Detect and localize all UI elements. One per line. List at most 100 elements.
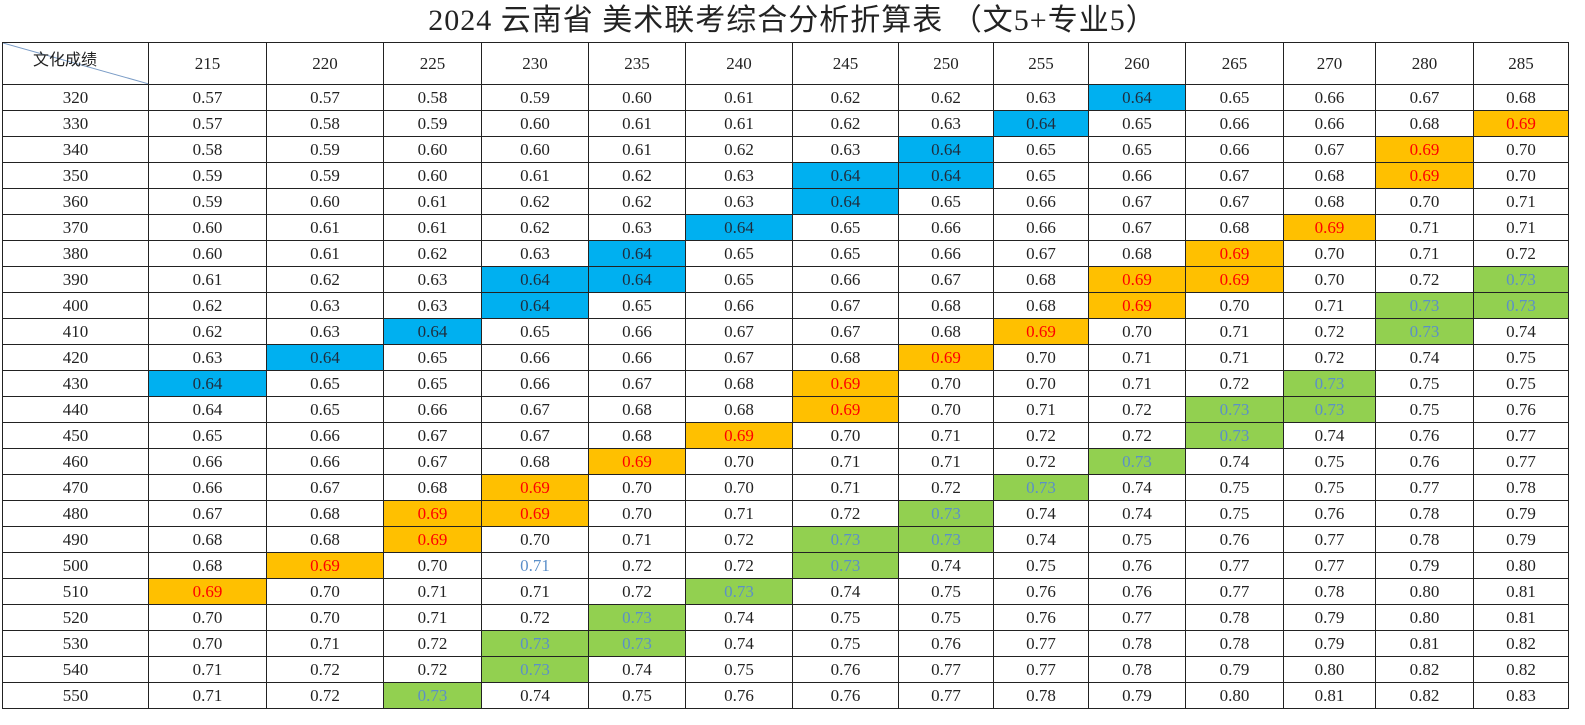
table-cell: 0.70 <box>148 604 267 631</box>
table-cell: 0.73 <box>993 474 1089 501</box>
table-cell: 0.79 <box>1283 630 1376 657</box>
column-header: 220 <box>266 42 384 85</box>
table-cell: 0.72 <box>685 526 793 553</box>
table-cell: 0.71 <box>685 500 793 527</box>
table-cell: 0.67 <box>383 422 482 449</box>
table-cell: 0.65 <box>685 266 793 293</box>
table-cell: 0.78 <box>1088 656 1186 683</box>
table-cell: 0.59 <box>481 84 589 111</box>
table-cell: 0.78 <box>1088 630 1186 657</box>
table-cell: 0.62 <box>148 318 267 345</box>
table-cell: 0.73 <box>1185 422 1284 449</box>
table-cell: 0.73 <box>1375 292 1474 319</box>
row-header: 440 <box>2 396 149 423</box>
table-cell: 0.73 <box>1473 266 1569 293</box>
corner-cell: 文化成绩 <box>2 42 149 85</box>
table-cell: 0.68 <box>1185 214 1284 241</box>
table-cell: 0.82 <box>1473 630 1569 657</box>
row-header: 350 <box>2 162 149 189</box>
table-cell: 0.66 <box>898 240 994 267</box>
table-cell: 0.68 <box>1473 84 1569 111</box>
table-cell: 0.76 <box>1375 422 1474 449</box>
table-cell: 0.75 <box>1473 344 1569 371</box>
table-cell: 0.67 <box>481 422 589 449</box>
table-cell: 0.66 <box>993 188 1089 215</box>
table-cell: 0.64 <box>481 266 589 293</box>
row-header: 470 <box>2 474 149 501</box>
table-cell: 0.76 <box>993 604 1089 631</box>
table-cell: 0.75 <box>1283 474 1376 501</box>
table-cell: 0.80 <box>1375 604 1474 631</box>
table-cell: 0.76 <box>1088 578 1186 605</box>
table-cell: 0.77 <box>1473 422 1569 449</box>
table-cell: 0.75 <box>792 630 899 657</box>
table-cell: 0.65 <box>383 344 482 371</box>
table-row: 370 0.60 0.61 0.61 0.62 0.63 0.64 0.65 0.66 0.66 0… <box>2 214 1569 241</box>
table-cell: 0.70 <box>588 500 686 527</box>
table-cell: 0.80 <box>1185 682 1284 709</box>
column-header: 215 <box>148 42 267 85</box>
column-header: 270 <box>1283 42 1376 85</box>
table-cell: 0.63 <box>481 240 589 267</box>
table-cell: 0.69 <box>1185 266 1284 293</box>
table-cell: 0.68 <box>1375 110 1474 137</box>
table-cell: 0.67 <box>792 292 899 319</box>
table-cell: 0.77 <box>993 630 1089 657</box>
column-header: 265 <box>1185 42 1284 85</box>
table-cell: 0.81 <box>1473 604 1569 631</box>
table-cell: 0.64 <box>148 396 267 423</box>
table-cell: 0.78 <box>1185 630 1284 657</box>
row-header: 420 <box>2 344 149 371</box>
table-cell: 0.65 <box>1088 110 1186 137</box>
table-cell: 0.58 <box>383 84 482 111</box>
table-row: 500 0.68 0.69 0.70 0.71 0.72 0.72 0.73 0.74 0.75 0… <box>2 552 1569 579</box>
table-cell: 0.70 <box>898 396 994 423</box>
table-cell: 0.71 <box>792 448 899 475</box>
table-cell: 0.72 <box>588 578 686 605</box>
table-cell: 0.66 <box>1088 162 1186 189</box>
table-cell: 0.70 <box>1473 162 1569 189</box>
table-cell: 0.59 <box>148 188 267 215</box>
table-cell: 0.69 <box>383 500 482 527</box>
table-row: 430 0.64 0.65 0.65 0.66 0.67 0.68 0.69 0.70 0.70 0… <box>2 370 1569 397</box>
table-cell: 0.75 <box>1375 370 1474 397</box>
row-header: 400 <box>2 292 149 319</box>
table-cell: 0.69 <box>481 474 589 501</box>
table-cell: 0.78 <box>1283 578 1376 605</box>
table-cell: 0.62 <box>588 188 686 215</box>
table-cell: 0.64 <box>266 344 384 371</box>
table-cell: 0.71 <box>792 474 899 501</box>
table-cell: 0.64 <box>383 318 482 345</box>
table-cell: 0.68 <box>685 396 793 423</box>
table-cell: 0.74 <box>1088 474 1186 501</box>
table-cell: 0.61 <box>266 214 384 241</box>
table-cell: 0.72 <box>1088 396 1186 423</box>
table-cell: 0.72 <box>588 552 686 579</box>
table-cell: 0.72 <box>481 604 589 631</box>
table-cell: 0.69 <box>685 422 793 449</box>
table-cell: 0.73 <box>1473 292 1569 319</box>
table-cell: 0.61 <box>383 188 482 215</box>
table-cell: 0.66 <box>266 448 384 475</box>
table-cell: 0.63 <box>685 162 793 189</box>
table-cell: 0.68 <box>898 318 994 345</box>
table-cell: 0.63 <box>898 110 994 137</box>
table-cell: 0.69 <box>1088 292 1186 319</box>
table-row: 550 0.71 0.72 0.73 0.74 0.75 0.76 0.76 0.77 0.78 0… <box>2 682 1569 709</box>
table-cell: 0.74 <box>993 500 1089 527</box>
table-cell: 0.67 <box>685 344 793 371</box>
table-cell: 0.76 <box>898 630 994 657</box>
table-cell: 0.63 <box>383 292 482 319</box>
table-cell: 0.69 <box>148 578 267 605</box>
table-row: 540 0.71 0.72 0.72 0.73 0.74 0.75 0.76 0.77 0.77 0… <box>2 656 1569 683</box>
table-cell: 0.69 <box>383 526 482 553</box>
table-cell: 0.70 <box>588 474 686 501</box>
table-cell: 0.70 <box>993 344 1089 371</box>
table-cell: 0.59 <box>148 162 267 189</box>
row-header: 340 <box>2 136 149 163</box>
table-row: 350 0.59 0.59 0.60 0.61 0.62 0.63 0.64 0.64 0.65 0… <box>2 162 1569 189</box>
table-cell: 0.77 <box>1185 578 1284 605</box>
table-cell: 0.69 <box>266 552 384 579</box>
table-cell: 0.71 <box>148 682 267 709</box>
table-cell: 0.71 <box>1473 188 1569 215</box>
